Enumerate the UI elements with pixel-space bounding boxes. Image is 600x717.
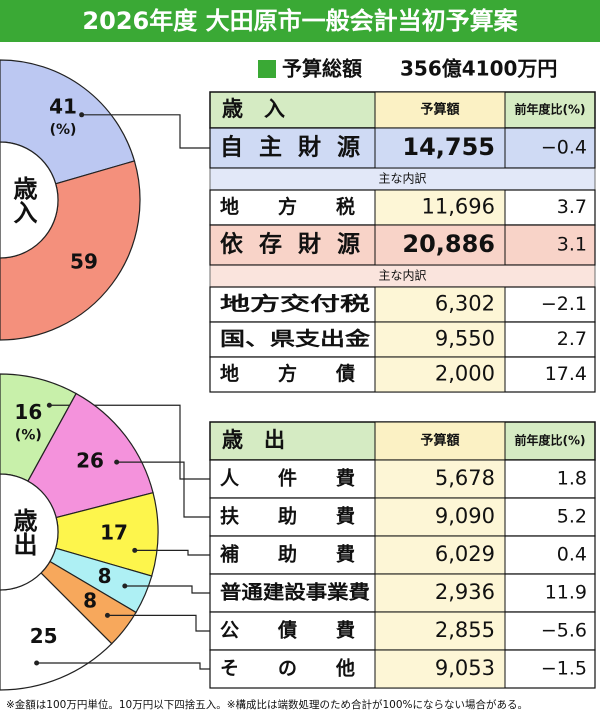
row-amount: 2,000 [435, 362, 495, 386]
amount-cell [374, 321, 506, 358]
total-label: 予算総額 [282, 57, 362, 81]
leader-line [81, 114, 210, 149]
leader-line [49, 404, 210, 480]
segment-label: 17 [100, 520, 128, 544]
footnote: ※金額は100万円単位。10万円以下四捨五入。※構成比は端数処理のため合計が10… [6, 698, 528, 711]
row-change: 11.9 [545, 582, 587, 604]
unit-label: (%) [50, 122, 77, 138]
row-change: −5.6 [541, 620, 587, 642]
row-amount: 6,029 [435, 542, 495, 566]
legend-square [258, 60, 276, 78]
row-change: 5.2 [557, 506, 587, 528]
row-name: 普通建設事業費 [220, 581, 370, 604]
header-amount: 予算額 [420, 102, 459, 118]
leader-line [36, 662, 210, 670]
header-change: 前年度比(%) [515, 433, 586, 448]
segment-label: 16 [14, 400, 42, 424]
leader-dot [114, 459, 120, 465]
segment-label: 41 [49, 95, 77, 119]
row-change: 3.7 [557, 196, 587, 218]
unit-label: (%) [15, 428, 42, 444]
amount-cell [374, 224, 506, 266]
breakdown-label: 主な内訳 [378, 268, 426, 283]
header-name: 歳 入 [222, 97, 285, 121]
center-label: 歳出 [9, 507, 37, 556]
segment-label: 8 [83, 588, 97, 612]
amount-cell [374, 535, 506, 575]
row-change: −1.5 [541, 658, 587, 680]
leader-line [116, 461, 210, 518]
header-change: 前年度比(%) [515, 102, 586, 117]
title: 2026年度 大田原市一般会計当初予算案 [82, 7, 518, 35]
segment-label: 26 [76, 449, 104, 473]
row-change: 0.4 [557, 544, 587, 566]
amount-header-bg [374, 91, 506, 129]
center-label: 歳入 [9, 175, 37, 224]
row-amount: 6,302 [435, 292, 495, 316]
leader-line [134, 549, 210, 556]
leader-dot [46, 402, 52, 408]
row-amount: 9,053 [435, 656, 495, 680]
amount-cell [374, 189, 506, 226]
amount-cell [374, 649, 506, 689]
amount-cell [374, 286, 506, 323]
row-change: 2.7 [557, 328, 587, 350]
leader-dot [79, 112, 85, 118]
row-amount: 11,696 [422, 195, 495, 219]
leader-dot [34, 660, 40, 666]
row-name: 地方交付税 [220, 292, 370, 315]
row-amount: 20,886 [402, 230, 495, 258]
row-amount: 5,678 [435, 466, 495, 490]
header-amount: 予算額 [420, 433, 459, 449]
breakdown-label: 主な内訳 [378, 171, 426, 186]
leader-dot [132, 547, 138, 553]
segment-label: 8 [98, 564, 112, 588]
total-value: 356億4100万円 [400, 57, 557, 81]
amount-cell [374, 459, 506, 499]
leader-dot [104, 612, 110, 618]
amount-cell [374, 356, 506, 393]
row-amount: 14,755 [402, 133, 495, 161]
segment-label: 59 [70, 250, 98, 274]
amount-cell [374, 611, 506, 651]
row-amount: 9,550 [435, 327, 495, 351]
leader-line [124, 585, 210, 594]
row-amount: 2,855 [435, 618, 495, 642]
row-name: 国、県支出金 [220, 327, 371, 350]
header-name: 歳 出 [222, 428, 285, 452]
row-amount: 2,936 [435, 580, 495, 604]
row-change: −0.4 [541, 137, 587, 159]
row-change: 17.4 [545, 363, 587, 385]
segment-label: 25 [30, 624, 58, 648]
row-amount: 9,090 [435, 504, 495, 528]
pie-center [0, 141, 59, 259]
pie-center [0, 473, 59, 591]
amount-cell [374, 497, 506, 537]
row-change: 1.8 [557, 468, 587, 490]
row-change: 3.1 [557, 234, 587, 256]
leader-line [107, 614, 210, 632]
amount-cell [374, 573, 506, 613]
title-bar [0, 0, 600, 42]
leader-dot [122, 583, 128, 589]
row-change: −2.1 [541, 293, 587, 315]
